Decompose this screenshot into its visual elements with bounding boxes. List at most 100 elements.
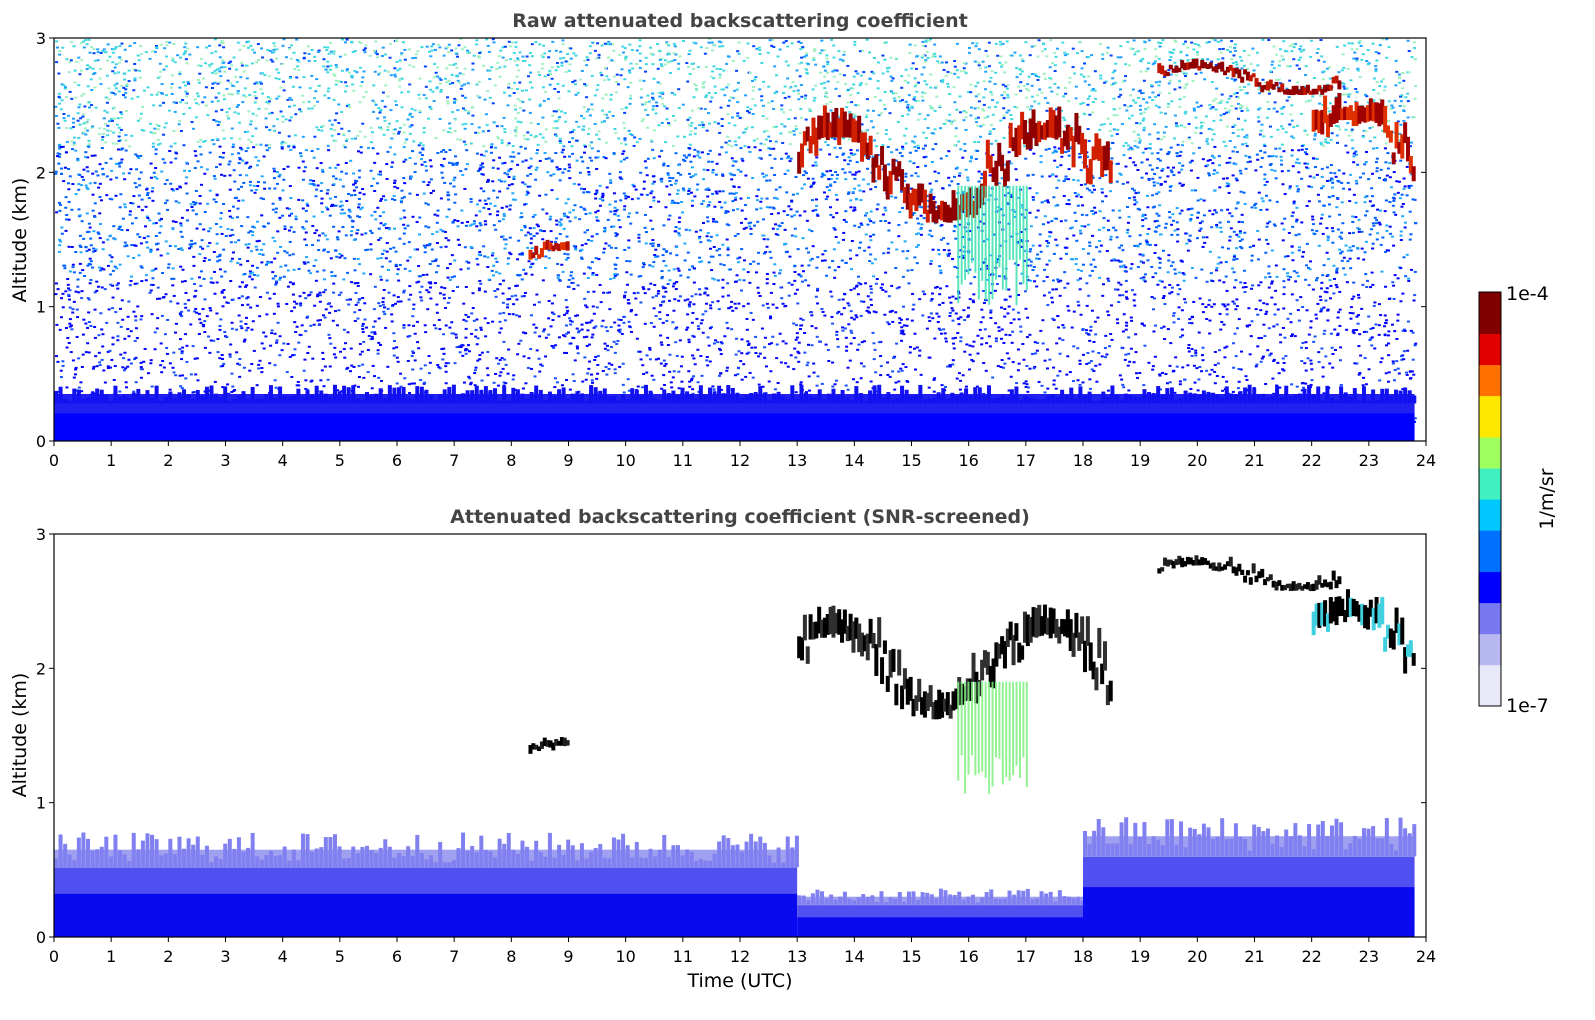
- noise-speckle: [971, 299, 975, 302]
- noise-speckle: [255, 164, 259, 167]
- noise-speckle: [99, 199, 103, 202]
- noise-speckle: [903, 179, 907, 182]
- noise-speckle: [1236, 387, 1240, 390]
- noise-speckle: [1161, 167, 1165, 170]
- noise-speckle: [511, 198, 515, 201]
- noise-speckle: [825, 54, 829, 57]
- noise-speckle: [1173, 268, 1177, 271]
- noise-speckle: [203, 346, 207, 349]
- noise-speckle: [398, 85, 402, 88]
- noise-speckle: [490, 143, 494, 146]
- noise-speckle: [1141, 57, 1145, 60]
- noise-speckle: [560, 61, 564, 64]
- noise-speckle: [812, 181, 816, 184]
- noise-speckle: [1080, 269, 1084, 272]
- noise-speckle: [323, 316, 327, 319]
- noise-speckle: [402, 196, 406, 199]
- noise-speckle: [220, 39, 224, 42]
- noise-speckle: [672, 309, 676, 312]
- noise-speckle: [1231, 150, 1235, 153]
- noise-speckle: [607, 367, 611, 370]
- noise-speckle: [422, 131, 426, 134]
- noise-speckle: [1343, 273, 1347, 276]
- noise-speckle: [406, 224, 410, 227]
- noise-speckle: [999, 55, 1003, 58]
- noise-speckle: [313, 55, 317, 58]
- noise-speckle: [56, 122, 60, 125]
- noise-speckle: [557, 315, 561, 318]
- noise-speckle: [248, 369, 252, 372]
- noise-speckle: [135, 155, 139, 158]
- noise-speckle: [1092, 213, 1096, 216]
- noise-speckle: [392, 354, 396, 357]
- noise-speckle: [977, 100, 981, 103]
- noise-speckle: [392, 132, 396, 135]
- noise-speckle: [1310, 379, 1314, 382]
- noise-speckle: [595, 57, 599, 60]
- noise-speckle: [192, 255, 196, 258]
- noise-speckle: [1032, 266, 1036, 269]
- noise-speckle: [794, 391, 798, 394]
- noise-speckle: [1122, 144, 1126, 147]
- noise-speckle: [1178, 288, 1182, 291]
- noise-speckle: [1161, 39, 1165, 42]
- noise-speckle: [170, 92, 174, 95]
- noise-speckle: [1005, 352, 1009, 355]
- noise-speckle: [590, 239, 594, 242]
- noise-speckle: [1279, 341, 1283, 344]
- noise-speckle: [1187, 343, 1191, 346]
- noise-speckle: [249, 165, 253, 168]
- noise-speckle: [76, 112, 80, 115]
- noise-speckle: [438, 367, 442, 370]
- noise-speckle: [1151, 194, 1155, 197]
- noise-speckle: [1319, 287, 1323, 290]
- noise-speckle: [1146, 67, 1150, 70]
- noise-speckle: [594, 193, 598, 196]
- noise-speckle: [1122, 313, 1126, 316]
- noise-speckle: [1056, 86, 1060, 89]
- noise-speckle: [1228, 235, 1232, 238]
- noise-speckle: [694, 173, 698, 176]
- noise-speckle: [196, 64, 200, 67]
- noise-speckle: [888, 138, 892, 141]
- noise-speckle: [1079, 102, 1083, 105]
- noise-speckle: [433, 48, 437, 51]
- noise-speckle: [413, 382, 417, 385]
- noise-speckle: [1254, 169, 1258, 172]
- noise-speckle: [109, 366, 113, 369]
- noise-speckle: [600, 44, 604, 47]
- noise-speckle: [1253, 204, 1257, 207]
- noise-speckle: [1368, 140, 1372, 143]
- noise-speckle: [1213, 145, 1217, 148]
- noise-speckle: [837, 50, 841, 53]
- noise-speckle: [212, 339, 216, 342]
- noise-speckle: [406, 335, 410, 338]
- noise-speckle: [518, 253, 522, 256]
- noise-speckle: [444, 77, 448, 80]
- noise-speckle: [72, 376, 76, 379]
- noise-speckle: [382, 249, 386, 252]
- noise-speckle: [325, 238, 329, 241]
- noise-speckle: [326, 144, 330, 147]
- noise-speckle: [638, 52, 642, 55]
- noise-speckle: [1246, 109, 1250, 112]
- noise-speckle: [1259, 165, 1263, 168]
- noise-speckle: [1328, 77, 1332, 80]
- noise-speckle: [152, 171, 156, 174]
- noise-speckle: [459, 87, 463, 90]
- noise-speckle: [1281, 183, 1285, 186]
- noise-speckle: [335, 112, 339, 115]
- noise-speckle: [137, 194, 141, 197]
- noise-speckle: [507, 142, 511, 145]
- noise-speckle: [797, 341, 801, 344]
- noise-speckle: [1255, 363, 1259, 366]
- noise-speckle: [1045, 199, 1049, 202]
- noise-speckle: [1413, 58, 1417, 61]
- noise-speckle: [1272, 392, 1276, 395]
- noise-speckle: [287, 207, 291, 210]
- noise-speckle: [482, 206, 486, 209]
- noise-speckle: [1008, 54, 1012, 57]
- noise-speckle: [834, 379, 838, 382]
- noise-speckle: [393, 198, 397, 201]
- noise-speckle: [1243, 282, 1247, 285]
